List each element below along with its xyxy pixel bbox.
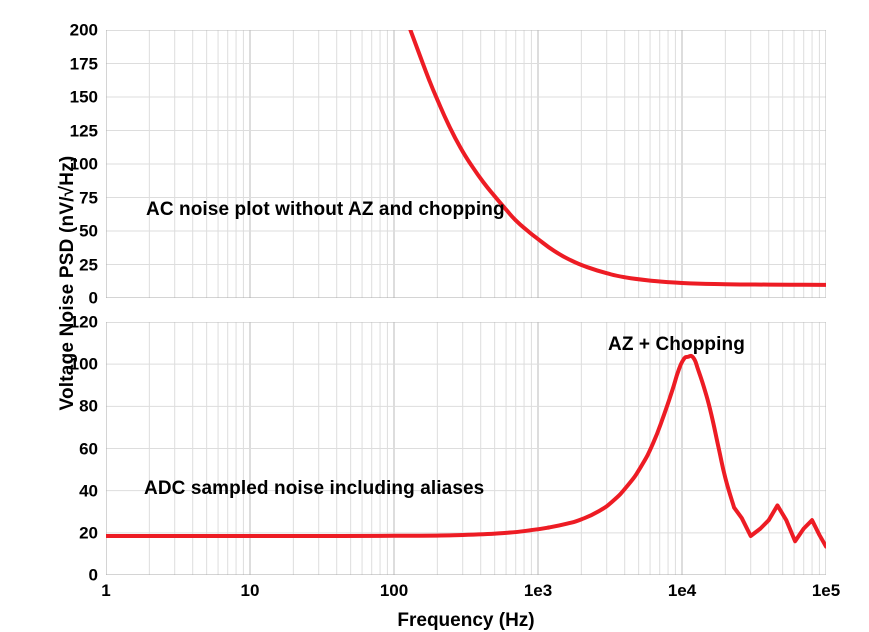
top-panel-svg	[106, 30, 826, 298]
bottom-panel-noise-trace	[106, 353, 826, 549]
x-tick: 1e5	[811, 581, 841, 600]
y-tick: 60	[79, 439, 98, 458]
bottom-panel-plot-area	[106, 322, 826, 575]
y-tick: 25	[79, 255, 98, 274]
y-tick: 40	[79, 481, 98, 501]
top-panel-plot-area	[106, 30, 826, 298]
y-tick: 100	[69, 354, 98, 374]
y-tick: 20	[79, 523, 98, 543]
y-tick: 80	[79, 396, 98, 416]
bottom-panel-annotation-left: ADC sampled noise including aliases	[144, 478, 485, 499]
bottom-panel-y-ticks: 120 100 80 60 40 20 0	[44, 0, 104, 619]
y-tick: 75	[79, 188, 98, 207]
chart-page: Voltage Noise PSD (nV/√Hz) 200 175 150 1…	[44, 0, 841, 631]
bottom-panel-svg	[106, 322, 826, 575]
y-tick: 200	[69, 20, 98, 40]
top-panel-gridlines	[106, 30, 826, 298]
top-panel-noise-trace	[408, 30, 826, 287]
x-tick: 1e4	[667, 581, 697, 600]
y-tick: 175	[69, 54, 98, 73]
y-tick: 120	[69, 312, 98, 332]
top-panel-annotation: AC noise plot without AZ and chopping	[146, 199, 505, 220]
y-tick: 150	[69, 87, 98, 107]
top-panel-y-ticks: 200 175 150 125 100 75 50 25 0	[44, 0, 104, 619]
x-tick-labels: 1 10 100 1e3 1e4 1e5	[101, 581, 841, 600]
y-tick: 50	[79, 221, 98, 241]
y-tick: 125	[69, 121, 98, 140]
x-axis-label: Frequency (Hz)	[397, 610, 535, 631]
bottom-panel-annotation-right: AZ + Chopping	[608, 334, 745, 355]
y-tick: 100	[69, 154, 98, 174]
x-tick: 1	[101, 581, 111, 600]
y-tick: 0	[88, 565, 98, 585]
x-tick: 100	[379, 581, 409, 600]
x-tick: 10	[240, 581, 260, 600]
bottom-panel-gridlines	[106, 322, 826, 575]
y-tick: 0	[88, 288, 98, 308]
x-tick: 1e3	[523, 581, 553, 600]
